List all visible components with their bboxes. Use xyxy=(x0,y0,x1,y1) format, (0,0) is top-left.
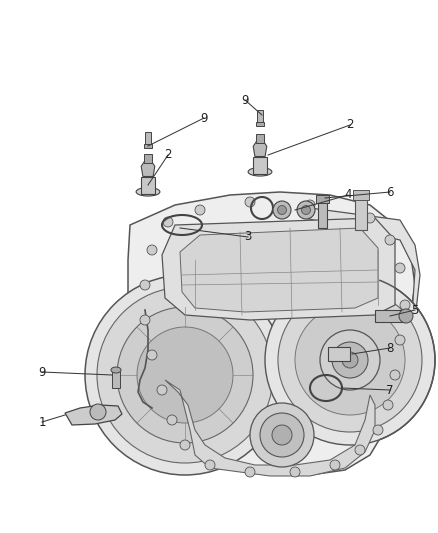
Circle shape xyxy=(278,206,286,214)
Circle shape xyxy=(383,400,393,410)
Circle shape xyxy=(385,235,395,245)
Circle shape xyxy=(245,467,255,477)
Circle shape xyxy=(180,440,190,450)
Text: 7: 7 xyxy=(386,384,394,397)
Bar xyxy=(257,110,263,122)
Bar xyxy=(256,134,264,143)
Circle shape xyxy=(373,425,383,435)
Circle shape xyxy=(342,352,358,368)
Circle shape xyxy=(332,342,368,378)
Bar xyxy=(353,190,369,200)
Polygon shape xyxy=(253,141,267,157)
Circle shape xyxy=(85,275,285,475)
Circle shape xyxy=(140,280,150,290)
Circle shape xyxy=(245,197,255,207)
Text: 4: 4 xyxy=(344,189,352,201)
Circle shape xyxy=(195,205,205,215)
Circle shape xyxy=(167,415,177,425)
Text: 2: 2 xyxy=(164,149,172,161)
Circle shape xyxy=(205,460,215,470)
Circle shape xyxy=(147,350,157,360)
Bar xyxy=(144,155,152,163)
Bar xyxy=(355,195,367,230)
Circle shape xyxy=(330,460,340,470)
Text: 3: 3 xyxy=(244,230,252,244)
Circle shape xyxy=(399,309,413,323)
Circle shape xyxy=(290,467,300,477)
Bar xyxy=(145,132,152,144)
Polygon shape xyxy=(180,228,378,312)
Bar xyxy=(256,122,264,126)
Bar xyxy=(144,144,152,148)
Circle shape xyxy=(90,404,106,420)
Text: 9: 9 xyxy=(200,111,208,125)
Bar xyxy=(318,200,327,228)
Circle shape xyxy=(395,335,405,345)
Bar xyxy=(253,157,267,174)
Ellipse shape xyxy=(136,188,160,196)
Circle shape xyxy=(273,201,291,219)
Circle shape xyxy=(295,305,405,415)
Text: 6: 6 xyxy=(386,185,394,198)
Polygon shape xyxy=(141,161,155,176)
Circle shape xyxy=(137,327,233,423)
Circle shape xyxy=(355,445,365,455)
Circle shape xyxy=(400,300,410,310)
Text: 5: 5 xyxy=(411,303,419,317)
Text: 8: 8 xyxy=(386,342,394,354)
Bar xyxy=(112,370,120,388)
Text: 9: 9 xyxy=(38,366,46,378)
Circle shape xyxy=(117,307,253,443)
Circle shape xyxy=(140,315,150,325)
Ellipse shape xyxy=(111,367,121,373)
Bar xyxy=(141,176,155,193)
Ellipse shape xyxy=(248,167,272,176)
Circle shape xyxy=(278,288,422,432)
Circle shape xyxy=(320,330,380,390)
Text: 1: 1 xyxy=(38,416,46,429)
Circle shape xyxy=(147,245,157,255)
Polygon shape xyxy=(162,218,395,320)
Polygon shape xyxy=(65,405,122,425)
Text: 9: 9 xyxy=(241,93,249,107)
Text: 2: 2 xyxy=(346,118,354,132)
Circle shape xyxy=(97,287,273,463)
Circle shape xyxy=(301,206,311,214)
Circle shape xyxy=(260,413,304,457)
Circle shape xyxy=(395,263,405,273)
Circle shape xyxy=(305,200,315,210)
Circle shape xyxy=(157,385,167,395)
Polygon shape xyxy=(128,192,415,475)
Circle shape xyxy=(265,275,435,445)
Bar xyxy=(316,195,329,203)
Circle shape xyxy=(390,370,400,380)
Polygon shape xyxy=(305,208,420,360)
Circle shape xyxy=(365,213,375,223)
Bar xyxy=(375,310,405,322)
Circle shape xyxy=(163,217,173,227)
Circle shape xyxy=(250,403,314,467)
Circle shape xyxy=(272,425,292,445)
Bar xyxy=(328,347,350,361)
Polygon shape xyxy=(165,380,375,476)
Circle shape xyxy=(297,201,315,219)
